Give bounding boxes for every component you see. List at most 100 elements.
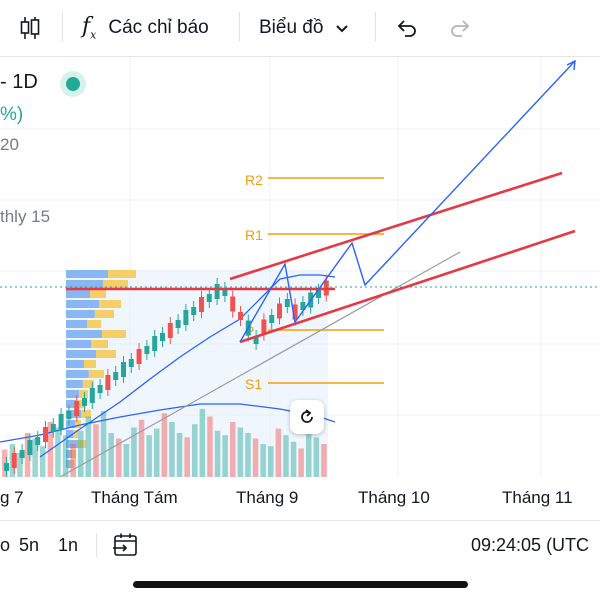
volume-profile-bar [91,340,108,348]
price-chart[interactable]: R2 R1 P S1 [0,57,600,512]
volume-profile-bar [103,280,128,288]
chart-style-button[interactable] [18,0,42,56]
volume-profile-bar [66,400,77,408]
x-axis-tick: Tháng 10 [358,488,430,507]
volume-bar [252,438,259,477]
volume-bar [55,427,61,477]
candle-body [167,323,173,338]
volume-bar [306,433,312,477]
market-status-indicator[interactable] [60,71,86,97]
volume-bar [146,435,152,477]
indicators-label: Các chỉ báo [108,17,209,38]
indicators-button[interactable]: fx Các chỉ báo [82,0,209,56]
volume-bar [268,446,274,477]
volume-profile-bar [66,300,99,308]
candle-body [152,336,158,351]
candle-body [50,424,56,432]
x-axis-tick: Tháng 11 [502,488,573,507]
pivot-r1-label: R1 [245,227,263,243]
candle-body [253,336,259,344]
candle-body [222,288,228,296]
undo-button[interactable] [396,0,418,56]
volume-profile-bar [82,380,94,388]
gray-trend-line [59,251,461,478]
volume-profile-bar [81,410,91,418]
volume-bar [154,428,160,477]
reset-chart-icon [301,409,313,423]
x-axis: g 7 Tháng Tám Tháng 9 Tháng 10 Tháng 11 [0,477,600,512]
candle-body [66,411,72,419]
volume-bar [192,424,198,477]
x-axis-tick: Tháng 9 [236,488,299,507]
range-5d-button[interactable]: 5n [19,534,40,555]
volume-profile-bar [66,290,90,298]
candle-body [292,304,298,320]
candle-body [238,312,243,320]
range-button[interactable]: o [0,534,11,555]
volume-profile [66,270,136,468]
channel-lower-line [239,229,576,344]
volume-bar [237,427,244,477]
candle-body [58,414,64,429]
chart-canvas[interactable]: R2 R1 P S1 - 1D %) 20 thly 15 g 7 Tháng … [0,57,600,512]
volume-bar [176,433,183,477]
volume-bar [116,438,122,477]
candle-body [206,294,212,302]
candle-body [214,284,220,299]
pivot-lines [268,177,384,384]
volume-profile-bar [75,420,81,428]
volume-profile-bar [66,460,71,468]
candles-icon [20,17,40,39]
fx-icon: fx [82,14,97,42]
volume-profile-bar [102,330,126,338]
volume-profile-bar [66,440,78,448]
volume-bar [93,424,99,477]
toolbar-divider [239,12,240,42]
x-axis-tick: Tháng Tám [91,488,178,507]
volume-profile-bar [66,330,102,338]
volume-profile-bar [66,420,75,428]
reset-chart-button[interactable] [290,400,324,434]
volume-profile-bar [87,320,101,328]
candle-body [128,359,134,367]
candle-body [230,296,236,312]
price-change-percent: %) [0,104,24,125]
chart-type-dropdown[interactable]: Biểu đồ [259,0,351,56]
goto-date-button[interactable] [112,521,140,569]
candle-body [74,401,80,416]
volume-bar [123,444,130,477]
volume-profile-bar [78,440,86,448]
volume-bar [230,422,236,477]
clock-time[interactable]: 09:24:05 (UTC [471,534,590,555]
price-ma-line [39,274,336,458]
goto-date-icon [113,533,137,556]
volume-bar [70,444,76,477]
volume-bar [32,438,38,477]
undo-icon [397,20,416,37]
pivot-r2-label: R2 [245,172,263,188]
volume-profile-bar [96,350,116,358]
projection-arrow [566,59,576,71]
volume-profile-bar [66,360,84,368]
volume-profile-bar [66,340,92,348]
candle-body [43,427,48,442]
volume-profile-bar [66,320,87,328]
candle-body [19,450,25,458]
volume-profile-bar [66,370,89,378]
volume-profile-bar [90,290,106,298]
legend-line-2: 20 [0,135,19,154]
toolbar-divider [375,12,376,42]
toolbar-divider [62,12,63,42]
redo-button[interactable] [449,0,471,56]
volume-profile-bar [94,310,114,318]
range-1d-button[interactable]: 1n [58,534,79,555]
volume-profile-bar [66,390,80,398]
volume-bar [40,446,46,477]
top-toolbar: fx Các chỉ báo Biểu đồ [0,0,600,57]
channel-upper-line [229,171,563,281]
volume-profile-bar [70,460,74,468]
volume-profile-bar [79,390,88,398]
candle-body [144,346,150,354]
volume-bar [298,448,304,477]
volume-profile-bar [66,350,96,358]
